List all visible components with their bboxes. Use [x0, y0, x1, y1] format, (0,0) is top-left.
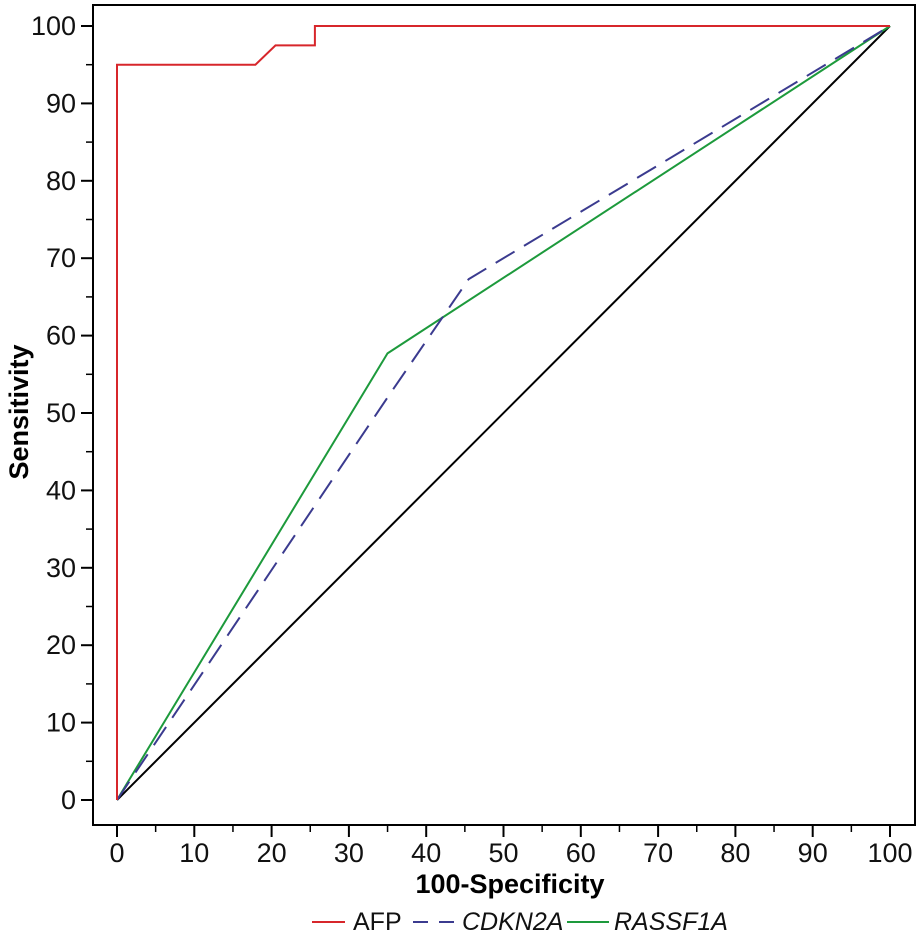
x-tick-label: 20: [257, 838, 287, 868]
y-tick-label: 90: [46, 88, 76, 118]
reference-diagonal-line: [116, 25, 891, 801]
series-layer: [116, 25, 891, 801]
y-tick-label: 10: [46, 708, 76, 738]
series-line-cdkn2a: [116, 25, 891, 801]
x-tick-label: 90: [798, 838, 828, 868]
x-tick-label: 40: [411, 838, 441, 868]
series-line-rassf1a: [116, 25, 891, 801]
plot-border: [92, 4, 916, 826]
y-tick-label: 20: [46, 630, 76, 660]
y-tick-label: 60: [46, 321, 76, 351]
y-axis-title: Sensitivity: [4, 344, 34, 479]
x-tick-label: 30: [334, 838, 364, 868]
y-tick-label: 40: [46, 475, 76, 505]
x-axis-title: 100-Specificity: [415, 869, 604, 899]
y-axis-ticks: 0 10 20 30 40 50 60 70 80 90 100: [31, 11, 93, 815]
x-tick-label: 70: [643, 838, 673, 868]
legend-label-cdkn2a: CDKN2A: [462, 908, 563, 936]
x-tick-label: 0: [109, 838, 124, 868]
y-tick-label: 70: [46, 243, 76, 273]
legend-label-rassf1a: RASSF1A: [614, 908, 728, 936]
x-tick-label: 10: [179, 838, 209, 868]
legend: AFP CDKN2A RASSF1A: [312, 908, 728, 936]
y-tick-label: 100: [31, 11, 76, 41]
y-tick-label: 50: [46, 398, 76, 428]
y-tick-label: 0: [61, 785, 76, 815]
x-tick-label: 60: [566, 838, 596, 868]
y-tick-label: 30: [46, 553, 76, 583]
x-tick-label: 100: [867, 838, 912, 868]
reference-line-layer: [116, 25, 891, 801]
x-tick-label: 50: [488, 838, 518, 868]
series-line-afp: [116, 25, 890, 800]
y-tick-label: 80: [46, 166, 76, 196]
legend-label-afp: AFP: [353, 908, 402, 936]
x-tick-label: 80: [720, 838, 750, 868]
x-axis-ticks: 0 10 20 30 40 50 60 70 80 90 100: [109, 825, 913, 868]
plot-frame: [92, 4, 916, 826]
